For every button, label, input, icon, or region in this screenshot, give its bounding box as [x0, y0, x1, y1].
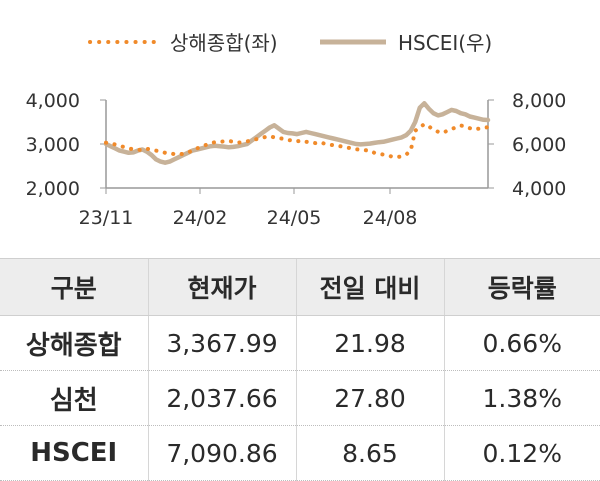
- daily-change-cell: 8.65: [295, 425, 444, 481]
- current-price-cell: 7,090.86: [147, 425, 296, 481]
- daily-change-cell: 21.98: [295, 315, 444, 371]
- table-row: 상해종합 3,367.99 21.98 0.66%: [0, 315, 600, 371]
- daily-change-cell: 27.80: [295, 370, 444, 426]
- current-price-cell: 3,367.99: [147, 315, 296, 371]
- row-label: 상해종합: [0, 315, 148, 371]
- column-header-category: 구분: [0, 258, 148, 316]
- right-tick-label: 4,000: [512, 178, 566, 200]
- index-line-chart: 상해종합(좌) HSCEI(우) 4,000 3,000 2,000 8,000…: [26, 31, 567, 229]
- index-quote-table: 구분 현재가 전일 대비 등락률 상해종합 3,367.99 21.98 0.6…: [0, 258, 600, 481]
- x-tick-label: 24/05: [267, 207, 322, 229]
- row-label: 심천: [0, 370, 148, 426]
- x-tick-label: 24/02: [173, 207, 228, 229]
- hscei-series-line: [103, 101, 491, 165]
- table-header-row: 구분 현재가 전일 대비 등락률: [0, 258, 600, 316]
- x-tick-label: 24/08: [363, 207, 418, 229]
- row-label: HSCEI: [0, 425, 148, 481]
- x-tick-label: 23/11: [79, 207, 134, 229]
- shanghai-series-line: [104, 121, 490, 160]
- column-header-current-price: 현재가: [147, 258, 296, 316]
- left-tick-label: 2,000: [26, 178, 80, 200]
- table-row: HSCEI 7,090.86 8.65 0.12%: [0, 425, 600, 481]
- change-rate-cell: 1.38%: [443, 370, 600, 426]
- left-tick-label: 4,000: [26, 90, 80, 112]
- change-rate-cell: 0.12%: [443, 425, 600, 481]
- current-price-cell: 2,037.66: [147, 370, 296, 426]
- chart-legend: 상해종합(좌) HSCEI(우): [88, 31, 492, 55]
- left-tick-label: 3,000: [26, 134, 80, 156]
- column-header-change-rate: 등락률: [443, 258, 600, 316]
- table-row: 심천 2,037.66 27.80 1.38%: [0, 370, 600, 426]
- change-rate-cell: 0.66%: [443, 315, 600, 371]
- right-tick-label: 6,000: [512, 134, 566, 156]
- legend-label-hscei: HSCEI(우): [398, 31, 492, 55]
- column-header-daily-change: 전일 대비: [295, 258, 444, 316]
- right-tick-label: 8,000: [512, 90, 566, 112]
- legend-label-shanghai: 상해종합(좌): [170, 31, 278, 55]
